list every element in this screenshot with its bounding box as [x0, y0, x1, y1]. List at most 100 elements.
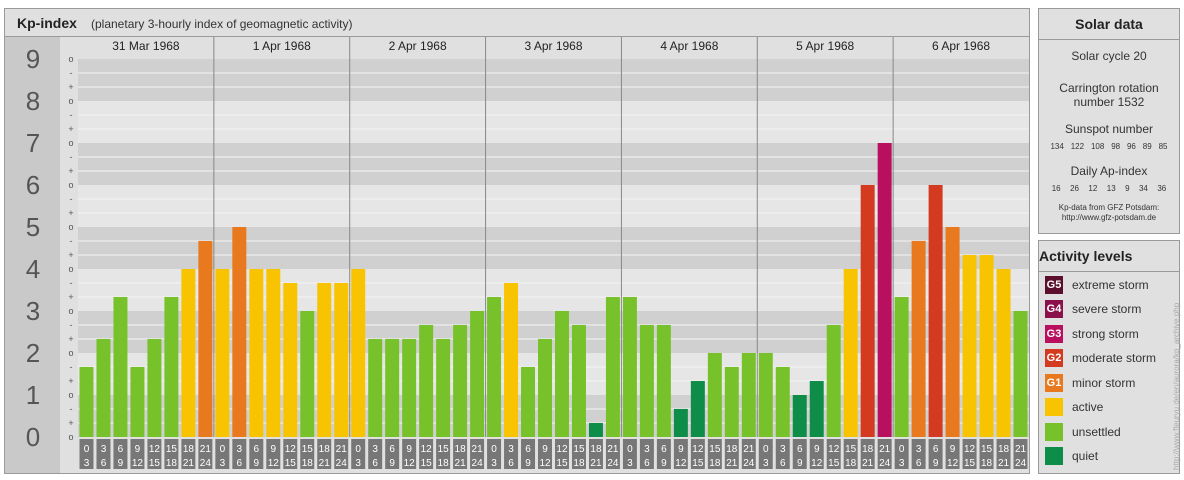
- kp-bar: [198, 240, 213, 437]
- interval-start-label: 9: [814, 444, 820, 455]
- interval-start-label: 0: [355, 444, 361, 455]
- minor-tick-label: o: [68, 222, 73, 232]
- interval-end-label: 21: [998, 458, 1010, 469]
- level-g2: G2 moderate storm: [1045, 348, 1156, 368]
- interval-end-label: 3: [899, 458, 905, 469]
- interval-start-label: 21: [743, 444, 755, 455]
- y-tick-label: 8: [26, 86, 40, 116]
- interval-start-label: 3: [372, 444, 378, 455]
- interval-end-label: 6: [372, 458, 378, 469]
- kp-bar: [215, 269, 230, 437]
- minor-tick-label: -: [70, 194, 73, 204]
- interval-start-label: 0: [84, 444, 90, 455]
- day-header-strip: [78, 36, 1029, 59]
- interval-start-label: 6: [389, 444, 395, 455]
- day-label: 1 Apr 1968: [253, 39, 311, 53]
- interval-box: [317, 439, 332, 469]
- level-label: unsettled: [1072, 425, 1121, 439]
- interval-start-label: 3: [780, 444, 786, 455]
- interval-start-label: 18: [590, 444, 602, 455]
- interval-box: [538, 439, 552, 469]
- interval-start-label: 9: [950, 444, 956, 455]
- kp-band: [78, 101, 1029, 143]
- interval-start-label: 3: [644, 444, 650, 455]
- interval-start-label: 6: [525, 444, 531, 455]
- kp-bar: [860, 185, 875, 437]
- minor-tick-label: -: [70, 362, 73, 372]
- interval-box: [775, 439, 790, 469]
- level-swatch: [1045, 398, 1063, 416]
- interval-start-label: 15: [302, 444, 314, 455]
- interval-end-label: 6: [780, 458, 786, 469]
- interval-box: [843, 439, 858, 469]
- interval-box: [792, 439, 807, 469]
- kp-bar: [962, 255, 977, 437]
- interval-start-label: 21: [200, 444, 212, 455]
- watermark-url: http://www.fleuryu.de/en/aurora/kp_archi…: [1172, 302, 1181, 470]
- level-swatch: G3: [1045, 325, 1063, 343]
- interval-end-label: 18: [438, 458, 450, 469]
- level-g4: G4 severe storm: [1045, 299, 1141, 319]
- interval-end-label: 12: [947, 458, 959, 469]
- interval-start-label: 18: [862, 444, 874, 455]
- interval-box: [673, 439, 688, 469]
- sunspot-label: Sunspot number: [1064, 122, 1154, 136]
- ap-value: 9: [1125, 184, 1130, 193]
- y-tick-label: 2: [26, 338, 40, 368]
- level-swatch: G5: [1045, 276, 1063, 294]
- ap-value: 34: [1138, 184, 1148, 193]
- interval-box: [249, 439, 264, 469]
- interval-end-label: 18: [573, 458, 585, 469]
- interval-end-label: 6: [237, 458, 243, 469]
- kp-bar: [368, 339, 383, 437]
- kp-bar: [164, 297, 179, 437]
- interval-box: [996, 439, 1011, 469]
- kp-bar: [588, 423, 603, 437]
- interval-box: [690, 439, 705, 469]
- kp-bar: [266, 269, 281, 437]
- interval-box: [605, 439, 620, 469]
- interval-box: [300, 439, 315, 469]
- interval-box: [656, 439, 671, 469]
- interval-end-label: 3: [220, 458, 226, 469]
- interval-end-label: 9: [254, 458, 260, 469]
- kp-bar: [673, 408, 688, 437]
- source-line-1: Kp-data from GFZ Potsdam:: [1058, 203, 1160, 212]
- ap-value: 26: [1070, 184, 1079, 193]
- minor-tick-label: +: [68, 208, 73, 218]
- interval-box: [860, 439, 875, 469]
- minor-tick-label: -: [70, 278, 73, 288]
- sunspot-value: 122: [1070, 142, 1085, 151]
- interval-box: [368, 439, 383, 469]
- kp-bar: [707, 353, 722, 437]
- interval-start-label: 21: [607, 444, 619, 455]
- interval-start-label: 0: [491, 444, 497, 455]
- interval-end-label: 6: [916, 458, 922, 469]
- interval-end-label: 3: [491, 458, 497, 469]
- kp-band: [78, 59, 1029, 101]
- interval-box: [130, 439, 145, 469]
- interval-end-label: 12: [132, 458, 144, 469]
- interval-end-label: 6: [508, 458, 514, 469]
- kp-chart-panel: 0 1 2 3 4 5 6 7 8 9 o + o + - o + - o + - o + - o + - o + - o + - o + - o -31…: [4, 8, 1030, 474]
- interval-start-label: 3: [101, 444, 107, 455]
- interval-box: [402, 439, 417, 469]
- kp-bar: [470, 311, 485, 437]
- interval-box: [215, 439, 230, 469]
- interval-start-label: 12: [149, 444, 161, 455]
- kp-bar: [945, 227, 960, 437]
- interval-box: [571, 439, 586, 469]
- interval-box: [436, 439, 451, 469]
- interval-end-label: 12: [675, 458, 687, 469]
- kp-bar: [826, 324, 841, 437]
- activity-levels-panel: Activity levels G5 extreme storm G4 seve…: [1038, 240, 1180, 474]
- sunspot-value: 96: [1126, 142, 1136, 151]
- interval-end-label: 18: [709, 458, 721, 469]
- interval-box: [588, 439, 603, 469]
- kp-bar: [79, 366, 94, 437]
- kp-bar: [741, 353, 756, 437]
- chart-title: Kp-index: [17, 15, 77, 31]
- minor-tick-label: -: [70, 320, 73, 330]
- chart-title-bar: Kp-index (planetary 3-hourly index of ge…: [5, 9, 1029, 37]
- interval-box: [622, 439, 637, 469]
